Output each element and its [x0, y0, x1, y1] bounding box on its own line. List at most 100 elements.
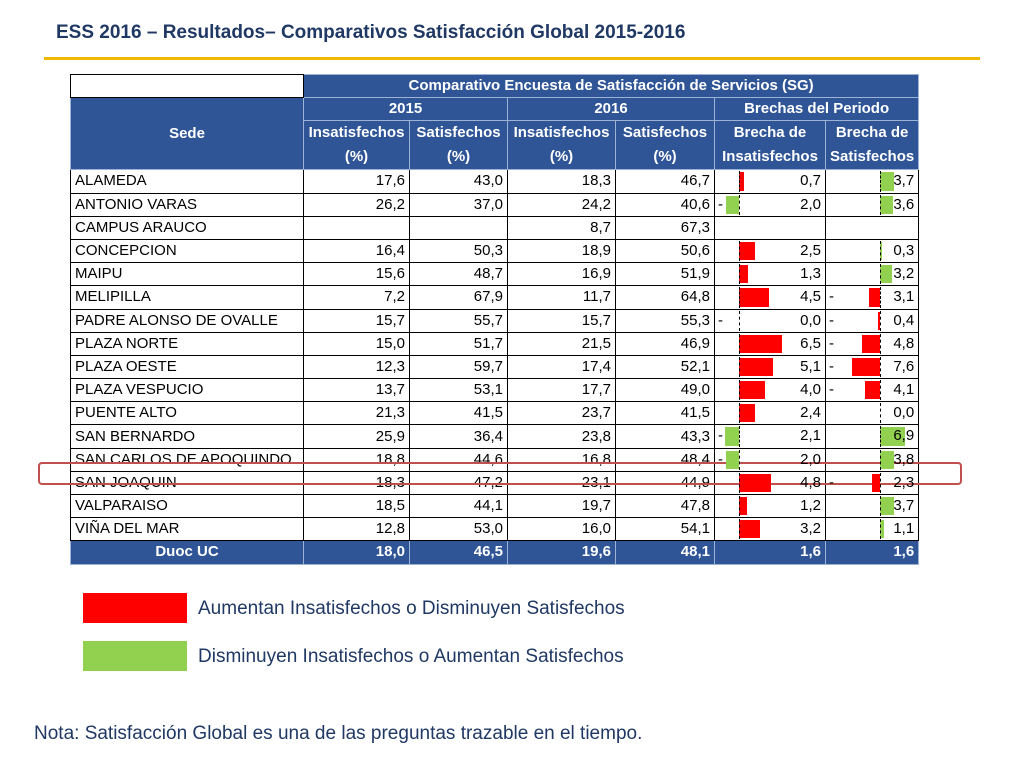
bar-value: 2,4 [800, 404, 821, 422]
sat-2016-cell: 43,3 [615, 424, 715, 449]
sign-marker: - [829, 288, 834, 306]
bar-axis [739, 240, 740, 262]
year-2016-header: 2016 [507, 97, 715, 122]
table-row: PLAZA NORTE 15,0 51,7 21,5 46,9 6,5- 4,8 [70, 331, 920, 356]
legend-red-swatch [83, 593, 187, 623]
brecha-sat-cell: 0,0 [824, 401, 920, 426]
bar-axis [880, 472, 881, 493]
bar-axis [739, 519, 740, 540]
bar-fill [739, 241, 755, 261]
bar-axis [880, 171, 881, 192]
bar-axis [880, 496, 881, 517]
bar-value: 2,0 [800, 195, 821, 213]
brecha-insat-cell: 5,1 [714, 354, 826, 380]
bar-fill [726, 450, 739, 469]
brecha-sat-cell: 0,3 [824, 238, 920, 264]
sat-2016-cell: 54,1 [615, 517, 715, 542]
bar-value: 3,1 [893, 288, 915, 306]
sat-2016-cell: 46,9 [615, 331, 715, 356]
table-row: VIÑA DEL MAR 12,8 53,0 16,0 54,1 3,2 1,1 [70, 517, 920, 542]
bar-axis [880, 356, 881, 378]
table-row: ALAMEDA 17,6 43,0 18,3 46,7 0,7 3,7 [70, 169, 920, 194]
insat-2015-cell: 16,4 [303, 238, 410, 264]
bar-value: 3,2 [800, 520, 821, 538]
brecha-insat-cell: 3,2 [714, 517, 826, 542]
bar-value: 2,3 [893, 473, 915, 491]
insat-2016-cell: 15,7 [507, 308, 616, 333]
brecha-insat-cell: 4,8 [714, 470, 826, 496]
bar-value: 3,7 [893, 497, 915, 514]
sat-2015-cell: 67,9 [409, 285, 508, 310]
brecha-sat-cell: 3,2 [824, 262, 920, 287]
bar-fill [739, 404, 755, 423]
bar-fill [865, 381, 880, 400]
table-row: PADRE ALONSO DE OVALLE 15,7 55,7 15,7 55,3-0… [70, 308, 920, 333]
brecha-sat-cell: 1,1 [824, 517, 920, 542]
sede-cell: PUENTE ALTO [70, 401, 304, 426]
bar-fill [880, 520, 884, 539]
bar-axis [739, 287, 740, 308]
bar-axis [880, 426, 881, 447]
insat-2015-cell: 26,2 [303, 192, 410, 217]
insat-2015-cell: 15,0 [303, 331, 410, 356]
table-row: PLAZA OESTE 12,3 59,7 17,4 52,1 5,1- 7,6 [70, 354, 920, 380]
brecha-insat-cell: 2,5 [714, 238, 826, 264]
bar-value: 4,8 [893, 334, 915, 352]
bar-fill [880, 241, 882, 261]
bar-fill [739, 288, 769, 307]
comparison-table: Comparativo Encuesta de Satisfacción de … [70, 73, 920, 565]
total-s16-cell: 48,1 [615, 540, 715, 565]
sign-marker: - [718, 450, 723, 468]
sat-2016-cell: 49,0 [615, 378, 715, 403]
bar-axis [880, 519, 881, 540]
sign-marker: - [829, 334, 834, 352]
total-i16-cell: 19,6 [507, 540, 616, 565]
sign-marker: - [829, 311, 834, 329]
bar-fill [880, 172, 894, 191]
brechas-header: Brechas del Periodo [713, 97, 920, 122]
bar-value: 4,5 [800, 288, 821, 306]
bar-value: 3,6 [893, 195, 915, 213]
footnote: Nota: Satisfacción Global es una de las … [34, 723, 643, 744]
insat-2016-cell: 16,9 [507, 262, 616, 287]
bar-axis [880, 310, 881, 331]
insat-2015-cell: 7,2 [303, 285, 410, 310]
legend-green-label: Disminuyen Insatisfechos o Aumentan Sati… [198, 646, 624, 667]
bar-axis [880, 449, 881, 470]
table-row: VALPARAISO 18,5 44,1 19,7 47,8 1,2 3,7 [70, 493, 920, 519]
bar-fill [739, 172, 744, 191]
insat-2016-cell: 17,4 [507, 354, 616, 380]
brecha-insat-cell: 1,2 [714, 493, 826, 519]
bar-axis [880, 403, 881, 424]
insat-2015-cell: 18,8 [303, 447, 410, 472]
total-s15-cell: 46,5 [409, 540, 508, 565]
brecha-insat-cell: 0,7 [714, 169, 826, 194]
brecha-insat-cell: - 0,0 [714, 308, 826, 333]
sat-2015-cell: 50,3 [409, 238, 508, 264]
sign-marker: - [718, 311, 723, 329]
sign-marker: - [829, 381, 834, 399]
insat-2016-cell: 23,1 [507, 470, 616, 496]
table-row: SAN JOAQUIN 18,3 47,2 23,1 44,9 4,8-2,3 [70, 470, 920, 496]
insat-2015-cell: 25,9 [303, 424, 410, 449]
sign-marker: - [718, 195, 723, 213]
bar-value: 0,4 [893, 311, 915, 329]
page-title: ESS 2016 – Resultados– Comparativos Sati… [56, 22, 686, 43]
sat-2015-cell: 43,0 [409, 169, 508, 194]
insat-2016-cell: 8,7 [507, 215, 616, 240]
brecha-sat-header: Brecha de Satisfechos [824, 120, 920, 171]
insat-2015-cell: 21,3 [303, 401, 410, 426]
sat-2016-cell: 44,9 [615, 470, 715, 496]
sat-2016-cell: 47,8 [615, 493, 715, 519]
sat-2015-cell: 55,7 [409, 308, 508, 333]
table-row: MAIPU 15,6 48,7 16,9 51,9 1,3 3,2 [70, 262, 920, 287]
insat-2016-header: Insatisfechos (%) [507, 120, 616, 171]
bar-fill [726, 195, 739, 214]
sat-2016-cell: 52,1 [615, 354, 715, 380]
sede-cell: SAN JOAQUIN [70, 470, 304, 496]
sat-2015-cell: 51,7 [409, 331, 508, 356]
brecha-insat-cell: 2,4 [714, 401, 826, 426]
bar-value: 3,7 [893, 172, 915, 190]
bar-axis [880, 264, 881, 285]
brecha-insat-cell: 1,3 [714, 262, 826, 287]
